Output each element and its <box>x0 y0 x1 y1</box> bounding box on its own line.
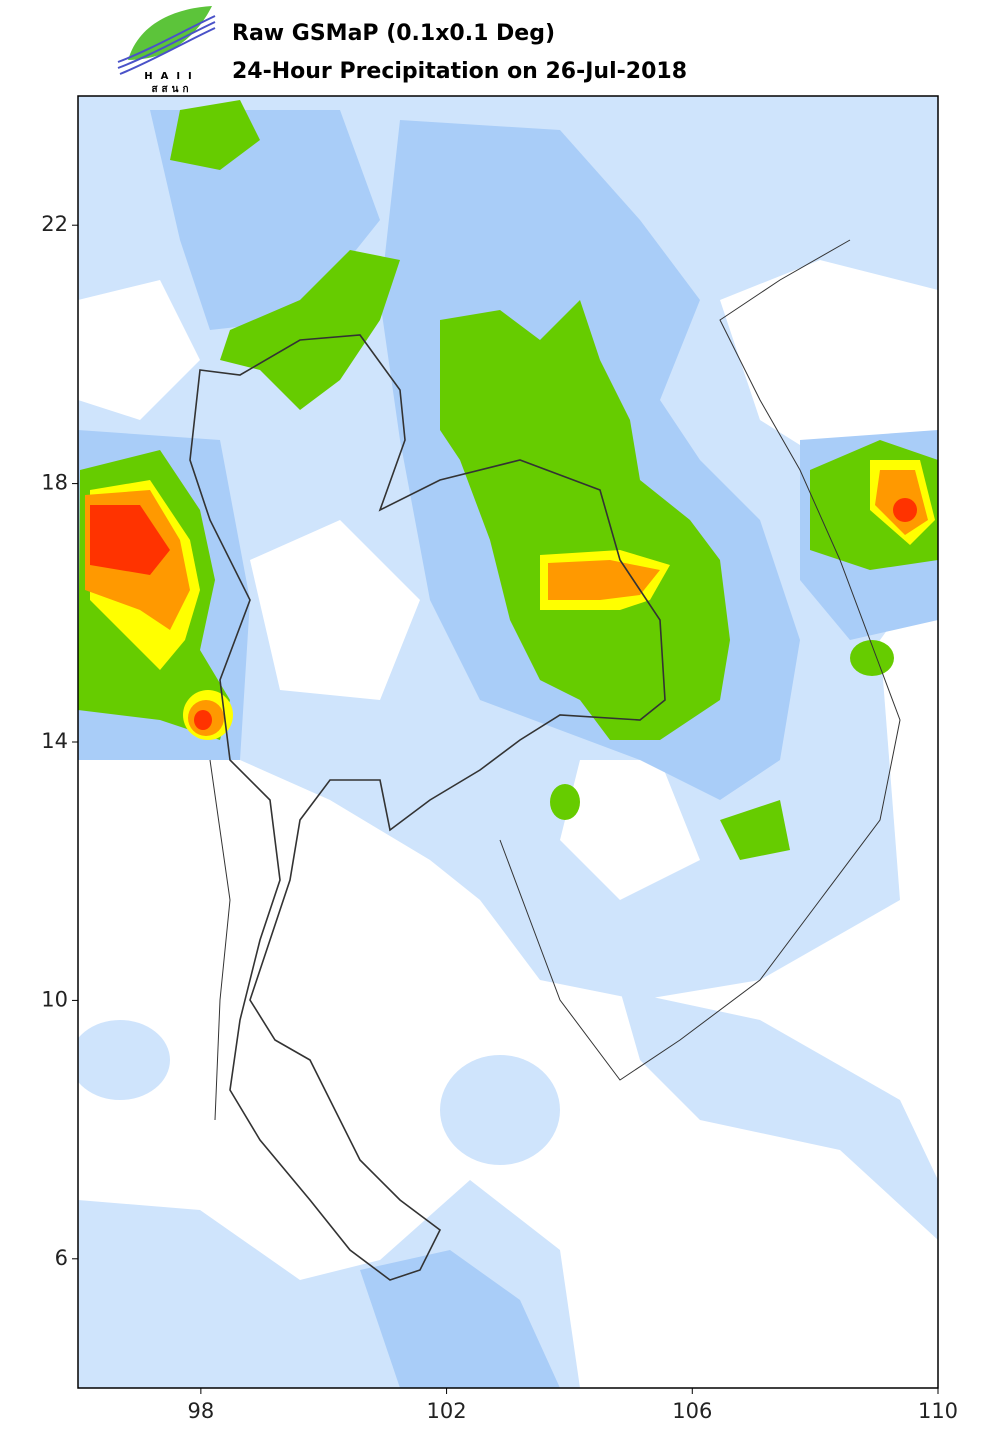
x-tick-label: 110 <box>918 1399 958 1423</box>
country-borders <box>189 239 901 1281</box>
x-tick-label: 106 <box>672 1399 712 1423</box>
axes: 98 102 106 110 6 10 14 18 22 <box>41 212 958 1423</box>
precipitation-field <box>78 96 938 1388</box>
x-tick-label: 102 <box>427 1399 467 1423</box>
y-tick-label: 10 <box>41 987 68 1011</box>
logo-waves <box>117 15 216 75</box>
y-tick-label: 14 <box>41 729 68 753</box>
y-tick-label: 6 <box>55 1246 68 1270</box>
title: Raw GSMaP (0.1x0.1 Deg) <box>232 21 555 46</box>
logo-text-thai: สสนก <box>151 84 192 95</box>
y-tick-label: 18 <box>41 471 68 495</box>
logo-text: HAII <box>144 71 200 82</box>
y-tick-label: 22 <box>41 212 68 236</box>
logo-leaf <box>128 6 212 60</box>
x-tick-label: 98 <box>187 1399 214 1423</box>
dry-area <box>78 260 938 900</box>
logo: HAII สสนก <box>117 6 216 95</box>
subtitle: 24-Hour Precipitation on 26-Jul-2018 <box>232 59 687 84</box>
extreme-rain <box>90 498 917 730</box>
